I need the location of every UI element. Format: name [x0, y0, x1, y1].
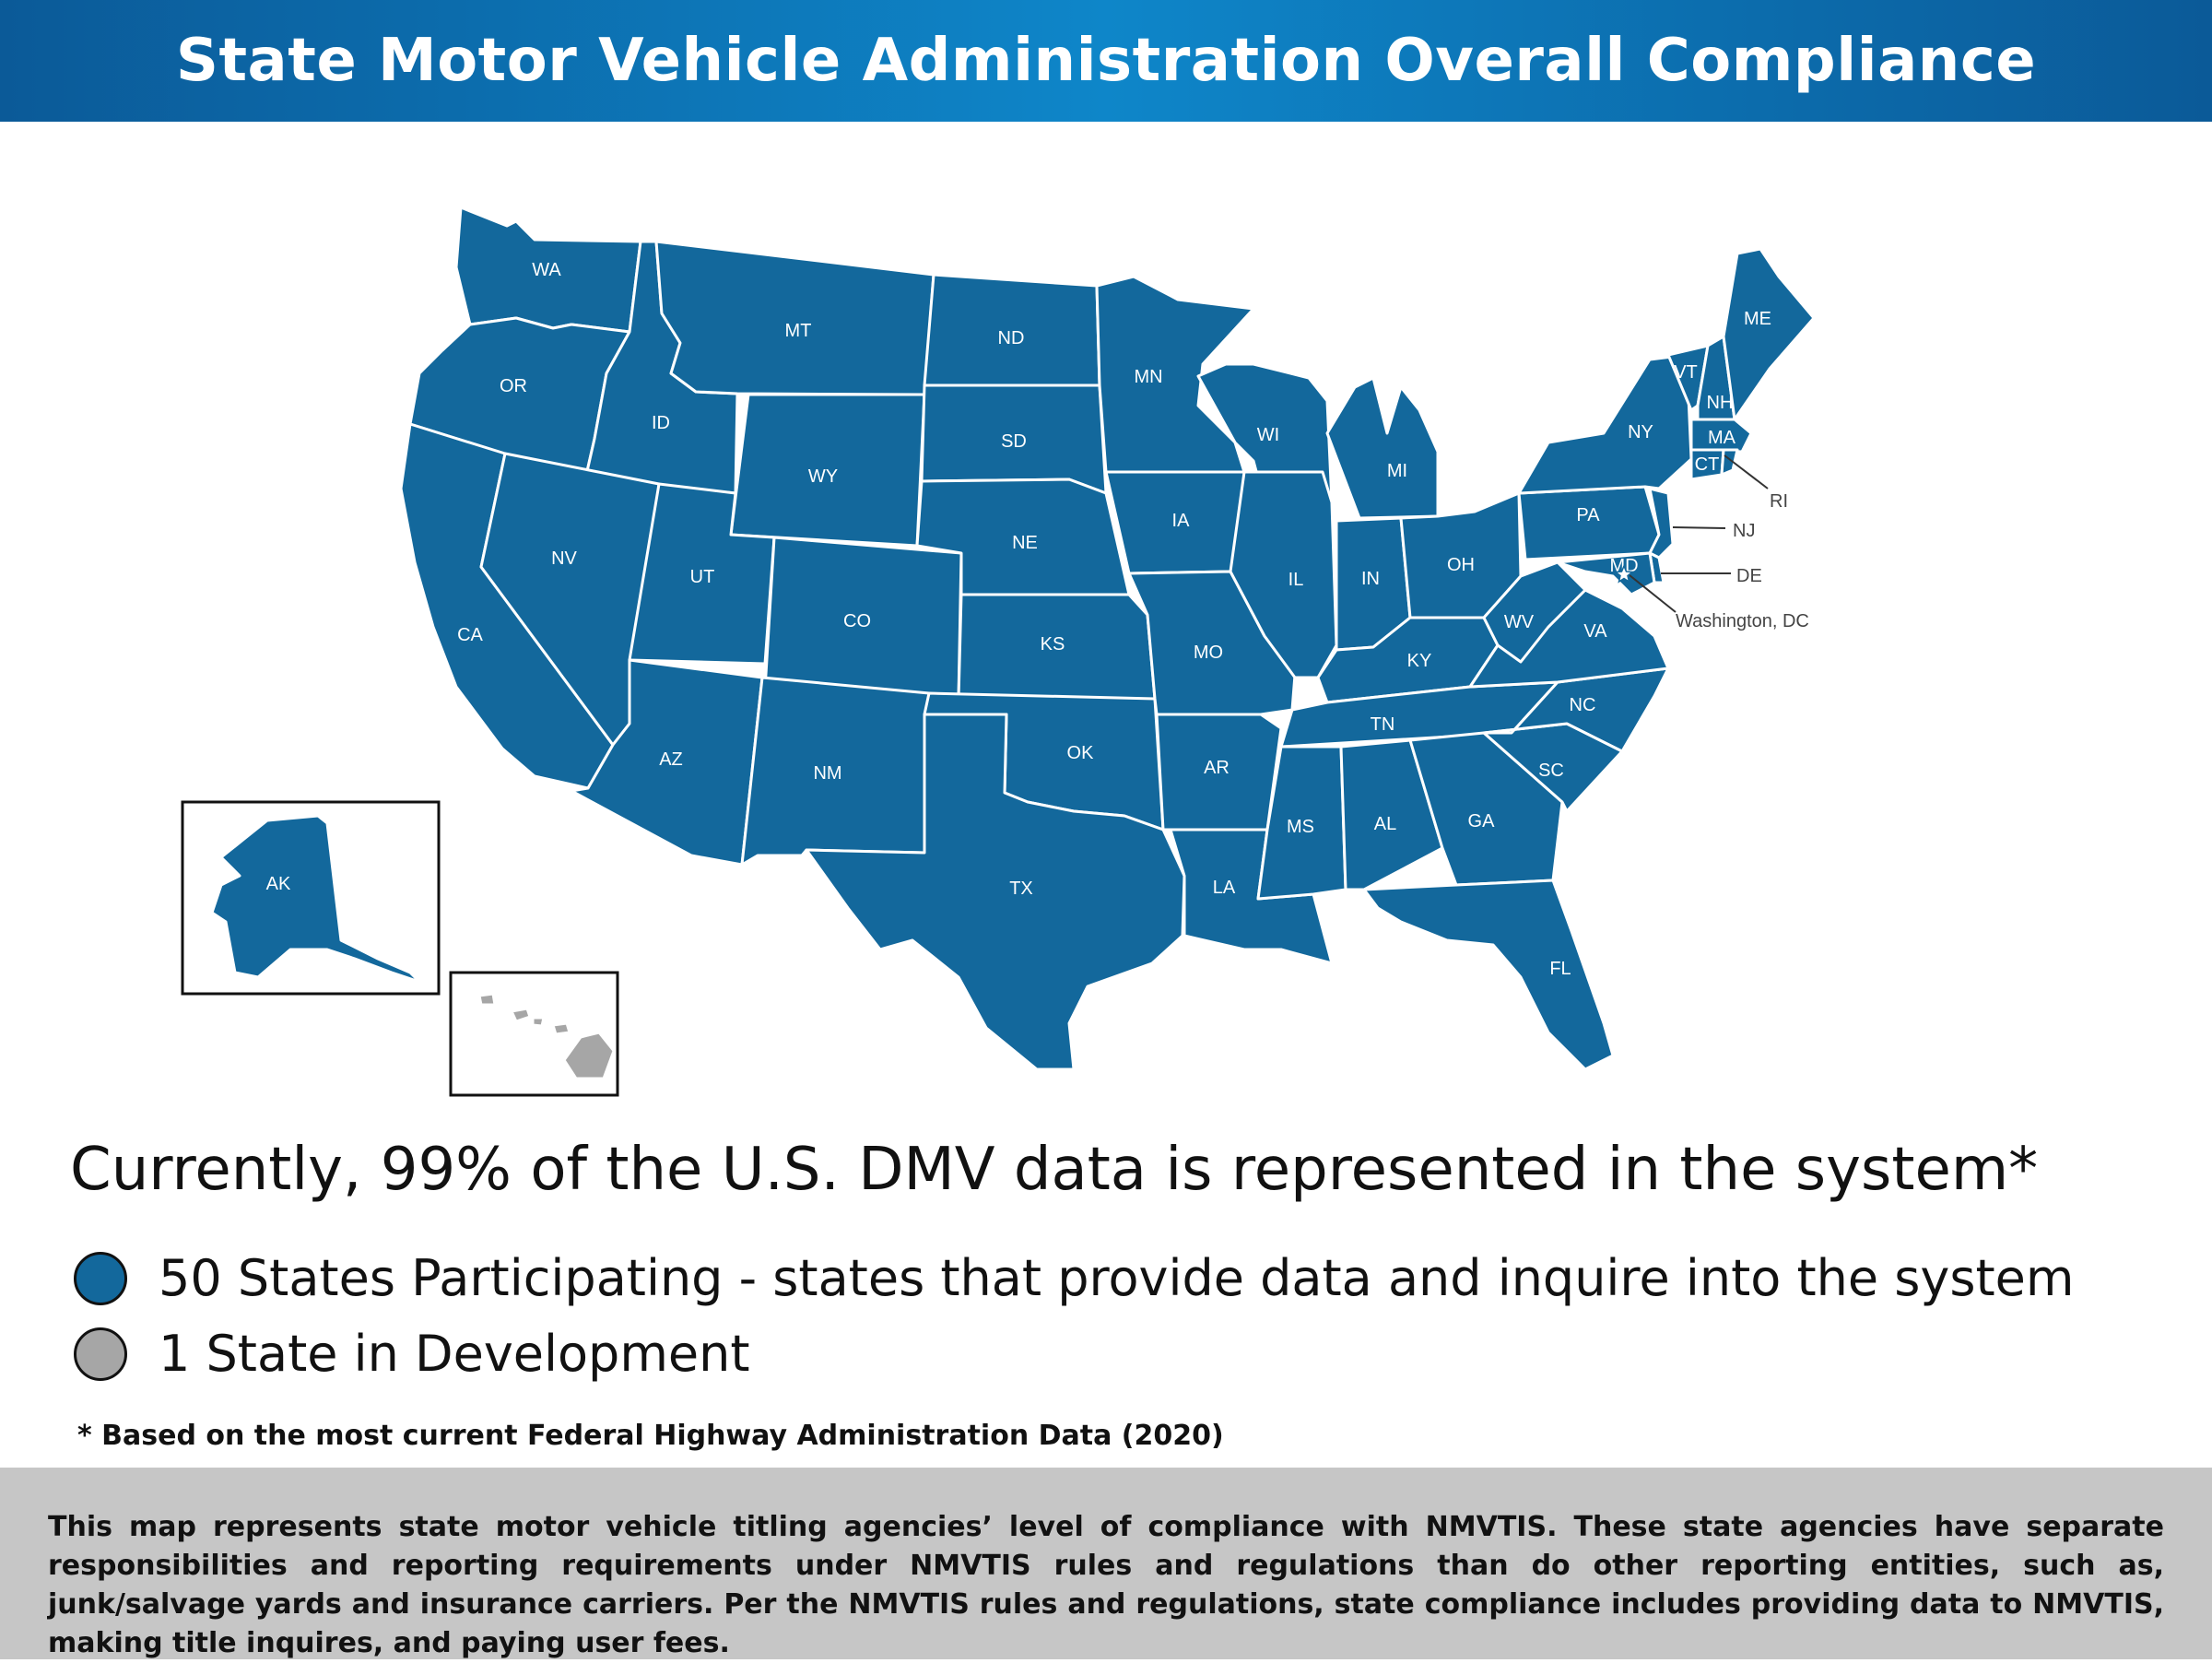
hawaii-inset-frame: [449, 971, 619, 1097]
callout-label-nj: NJ: [1733, 521, 1755, 541]
state-label-in: IN: [1361, 569, 1380, 589]
state-me: [1722, 247, 1816, 421]
legend-item-participating: 50 States Participating - states that pr…: [74, 1249, 2074, 1307]
state-label-nh: NH: [1707, 393, 1734, 413]
coverage-headline: Currently, 99% of the U.S. DMV data is r…: [70, 1136, 2039, 1204]
state-label-wa: WA: [532, 260, 561, 280]
state-wi: [1196, 362, 1334, 504]
state-label-la: LA: [1213, 878, 1236, 898]
dc-star-icon: [1614, 564, 1634, 584]
state-label-ct: CT: [1695, 454, 1720, 475]
state-label-oh: OH: [1447, 555, 1475, 575]
state-labels-layer: WA OR CA ID NV MT WY UT AZ CO NM ND SD NE KS OK TX MN IA MO…: [266, 260, 1771, 1061]
state-label-tn: TN: [1371, 714, 1395, 735]
states-layer: [210, 206, 1816, 1080]
state-fl: [1362, 879, 1615, 1071]
state-label-co: CO: [843, 611, 871, 631]
state-label-hi: HI: [484, 1041, 502, 1061]
state-label-mt: MT: [785, 321, 812, 341]
participating-swatch-icon: [74, 1251, 127, 1305]
state-label-id: ID: [652, 413, 670, 433]
state-label-ak: AK: [266, 874, 291, 894]
state-mt: [654, 240, 935, 396]
alaska-inset-frame: [181, 800, 441, 996]
state-label-nd: ND: [998, 328, 1025, 348]
footnote: * Based on the most current Federal High…: [77, 1420, 1224, 1452]
state-label-al: AL: [1374, 814, 1396, 834]
state-mn: [1095, 275, 1255, 474]
state-label-ma: MA: [1708, 428, 1736, 448]
page-title: State Motor Vehicle Administration Overa…: [175, 27, 2037, 95]
state-label-wy: WY: [808, 466, 838, 487]
state-label-wi: WI: [1257, 425, 1279, 445]
state-label-sd: SD: [1001, 431, 1027, 452]
state-mi: [1325, 376, 1440, 520]
state-label-nc: NC: [1570, 695, 1596, 715]
callout-lines: [1629, 454, 1769, 613]
state-label-mn: MN: [1134, 367, 1162, 387]
state-label-va: VA: [1583, 621, 1607, 642]
state-hi: [477, 992, 616, 1080]
state-label-ms: MS: [1287, 817, 1314, 837]
state-label-ok: OK: [1067, 743, 1095, 763]
state-label-mo: MO: [1194, 643, 1223, 663]
state-ma: [1689, 418, 1753, 454]
state-label-vt: VT: [1674, 362, 1698, 383]
state-label-ny: NY: [1628, 422, 1653, 442]
title-banner: State Motor Vehicle Administration Overa…: [0, 0, 2212, 122]
state-tx: [805, 713, 1186, 1071]
state-label-ga: GA: [1468, 811, 1496, 832]
development-swatch-icon: [74, 1327, 127, 1381]
state-label-fl: FL: [1549, 959, 1571, 979]
state-label-nm: NM: [813, 763, 841, 784]
callout-labels: RI NJ DE Washington, DC: [1676, 491, 1809, 631]
state-label-ca: CA: [457, 625, 483, 645]
state-label-ar: AR: [1204, 758, 1230, 778]
state-ri: [1720, 448, 1739, 477]
callout-label-dc: Washington, DC: [1676, 611, 1809, 631]
state-label-pa: PA: [1576, 505, 1600, 525]
legend-item-development: 1 State in Development: [74, 1325, 750, 1383]
state-label-nv: NV: [551, 548, 577, 569]
state-label-wv: WV: [1504, 612, 1535, 632]
state-label-ut: UT: [690, 567, 715, 587]
disclaimer-text: This map represents state motor vehicle …: [48, 1511, 2164, 1659]
legend-label-participating: 50 States Participating - states that pr…: [159, 1249, 2075, 1307]
state-label-or: OR: [500, 376, 527, 396]
state-label-tx: TX: [1009, 879, 1033, 899]
callout-label-de: DE: [1736, 566, 1762, 586]
state-ny: [1517, 353, 1693, 495]
state-ak: [210, 814, 421, 984]
state-label-az: AZ: [659, 749, 683, 770]
state-wv: [1482, 560, 1587, 664]
state-label-ia: IA: [1172, 511, 1191, 531]
state-label-ks: KS: [1041, 634, 1065, 655]
state-label-il: IL: [1288, 570, 1304, 590]
state-label-ky: KY: [1407, 651, 1432, 671]
state-al: [1339, 738, 1444, 891]
state-md: [1556, 551, 1656, 596]
state-label-sc: SC: [1538, 761, 1564, 781]
legend-label-development: 1 State in Development: [159, 1325, 750, 1383]
state-label-ne: NE: [1012, 533, 1038, 553]
us-compliance-map: WA OR CA ID NV MT WY UT AZ CO NM ND SD NE KS OK TX MN IA MO…: [181, 206, 1816, 1097]
disclaimer-panel: This map represents state motor vehicle …: [0, 1468, 2212, 1659]
callout-label-ri: RI: [1770, 491, 1788, 512]
state-label-mi: MI: [1387, 461, 1407, 481]
state-label-me: ME: [1744, 309, 1771, 329]
